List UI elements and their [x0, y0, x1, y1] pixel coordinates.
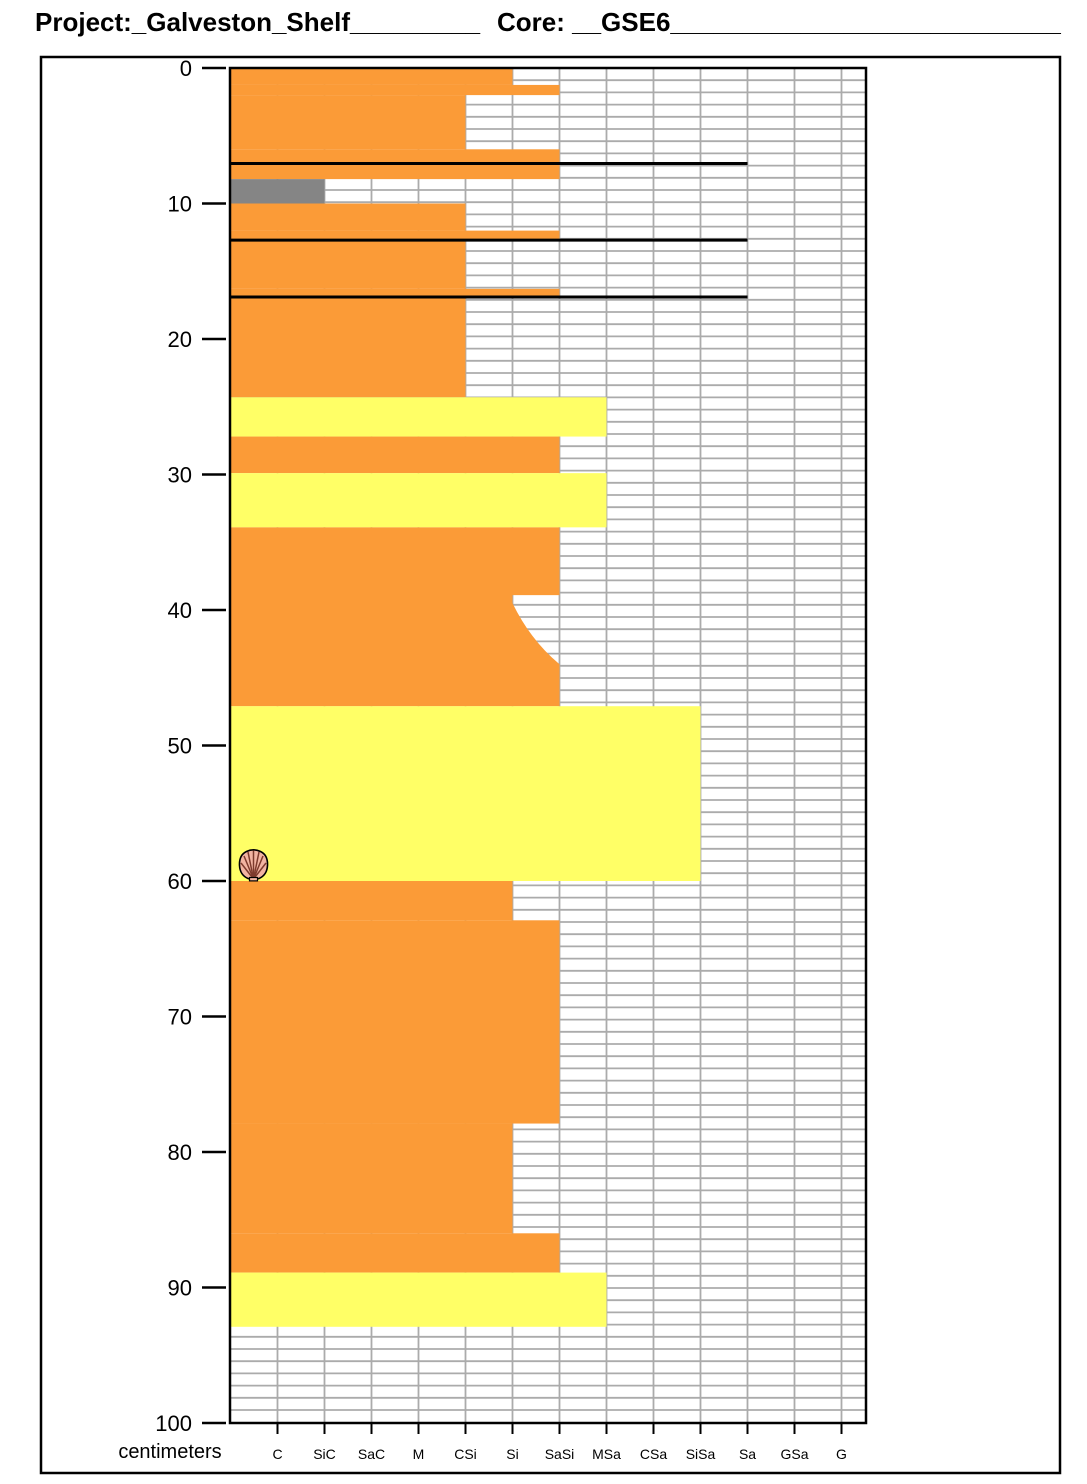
lith-layer-orange [230, 240, 466, 289]
lith-layer-orange [230, 1233, 560, 1273]
depth-tick-label: 50 [168, 734, 192, 759]
lith-layer-orange [230, 95, 466, 150]
plot-border [228, 66, 868, 1425]
shell-rib [247, 851, 255, 880]
depth-tick-label: 60 [168, 869, 192, 894]
depth-axis: 0 10 20 30 40 50 60 70 80 90 100 [155, 56, 226, 1436]
depth-tick-label: 40 [168, 598, 192, 623]
lith-layer-orange [230, 203, 466, 231]
depth-tick-label: 70 [168, 1005, 192, 1030]
grain-size-label: CSa [640, 1446, 667, 1462]
lith-layer-orange [230, 68, 513, 85]
lith-layer-orange [230, 288, 560, 299]
depth-tick-label: 80 [168, 1140, 192, 1165]
depth-tick-label: 10 [168, 192, 192, 217]
lith-layer-orange [230, 298, 466, 398]
depth-tick-label: 30 [168, 463, 192, 488]
grain-size-label: GSa [780, 1446, 808, 1462]
lith-layer-orange [230, 230, 560, 241]
core-label: Core: __GSE6___________________________ [497, 7, 1061, 37]
depth-tick-label: 20 [168, 327, 192, 352]
lith-layer-orange [230, 920, 560, 1124]
shell-rib [243, 855, 255, 880]
grain-size-label: SaC [358, 1446, 385, 1462]
depth-tick-label: 90 [168, 1276, 192, 1301]
shell-rib [252, 851, 260, 880]
shell-rib [252, 862, 267, 880]
grain-size-label: SiSa [686, 1446, 716, 1462]
shell-hinge [248, 876, 259, 882]
lith-layer-yellow [230, 706, 701, 881]
header: Project:_Galveston_Shelf_________ Core: … [0, 7, 1087, 41]
lith-layer-orange [230, 436, 560, 474]
lith-layer-orange [230, 881, 513, 921]
project-label: Project:_Galveston_Shelf_________ [35, 7, 481, 37]
depth-tick-label: 0 [180, 56, 192, 81]
shell-ribs [240, 850, 267, 880]
lith-layer-gray [230, 179, 325, 204]
shell-rib [240, 862, 255, 880]
grain-size-axis: C SiC SaC M CSi Si SaSi MSa CSa SiSa Sa GSa G [272, 1423, 847, 1462]
contact-lines [230, 162, 748, 299]
shell-icon [238, 849, 269, 882]
grain-size-label: C [272, 1446, 282, 1462]
lith-layer-orange [230, 84, 560, 96]
grain-size-label: M [413, 1446, 425, 1462]
depth-unit-label: centimeters [118, 1441, 222, 1463]
lith-layer-orange [230, 1123, 513, 1234]
grain-size-label: SiC [313, 1446, 336, 1462]
lith-layer-yellow [230, 397, 607, 437]
grain-size-label: CSi [454, 1446, 477, 1462]
grain-size-label: SaSi [545, 1446, 575, 1462]
depth-tick-label: 100 [155, 1411, 192, 1436]
lith-layer-yellow [230, 473, 607, 528]
lith-layer-yellow [230, 1272, 607, 1327]
grain-size-label: Sa [739, 1446, 756, 1462]
lith-layer-orange [230, 527, 560, 707]
shell-rib [252, 855, 264, 880]
grain-size-label: G [836, 1446, 847, 1462]
grain-size-label: MSa [592, 1446, 621, 1462]
log-frame [39, 55, 1062, 1475]
grain-size-label: Si [506, 1446, 518, 1462]
